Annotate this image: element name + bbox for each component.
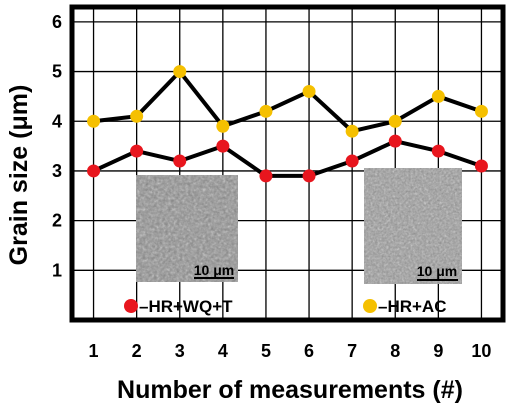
data-point-hr-wq-t-7 [345,154,359,168]
series-line-hr-wq-t [92,139,483,178]
micrograph-hr-ac: 10 μm [364,168,462,284]
scale-bar-label: 10 μm [194,262,234,278]
data-point-hr-wq-t-3 [173,154,187,168]
data-point-hr-ac-10 [474,104,488,118]
x-tick-label-2: 2 [132,341,142,361]
y-tick-label-1: 1 [52,260,62,280]
data-point-hr-ac-2 [130,109,144,123]
series-line-hr-ac [93,69,483,134]
y-tick-label-4: 4 [52,111,62,131]
data-point-hr-ac-1 [87,114,101,128]
data-point-hr-wq-t-6 [302,169,316,183]
x-tick-label-8: 8 [390,341,400,361]
data-point-hr-wq-t-8 [388,134,402,148]
legend-marker-hr-ac [363,299,377,313]
legend-label-hr-wq-t: –HR+WQ+T [139,297,233,316]
series-layer [87,65,488,183]
y-tick-labels: 1 2 3 4 5 6 [52,12,62,280]
data-point-hr-ac-9 [431,89,445,103]
data-point-hr-wq-t-4 [216,139,230,153]
data-point-hr-ac-7 [345,124,359,138]
x-tick-label-3: 3 [175,341,185,361]
data-point-hr-ac-4 [216,119,230,133]
x-tick-label-1: 1 [89,341,99,361]
data-point-hr-wq-t-5 [259,169,273,183]
x-tick-label-9: 9 [433,341,443,361]
x-tick-label-5: 5 [261,341,271,361]
y-tick-label-3: 3 [52,161,62,181]
x-axis-title: Number of measurements (#) [117,376,463,404]
x-tick-label-6: 6 [304,341,314,361]
y-tick-label-5: 5 [52,62,62,82]
x-tick-label-10: 10 [471,341,491,361]
micrograph-hr-wq-t: 10 μm [136,175,238,282]
y-tick-label-6: 6 [52,12,62,32]
y-axis-title: Grain size (μm) [5,85,33,266]
x-tick-labels: 1 2 3 4 5 6 7 8 9 10 [89,341,492,361]
legend: –HR+WQ+T –HR+AC [124,297,447,316]
legend-label-hr-ac: –HR+AC [378,297,447,316]
x-tick-label-4: 4 [218,341,228,361]
data-point-hr-ac-6 [302,84,316,98]
y-tick-label-2: 2 [52,211,62,231]
data-point-hr-ac-8 [388,114,402,128]
legend-marker-hr-wq-t [124,299,138,313]
data-point-hr-wq-t-1 [87,164,101,178]
data-point-hr-wq-t-10 [474,159,488,173]
data-point-hr-ac-3 [173,65,187,79]
data-point-hr-wq-t-2 [130,144,144,158]
data-point-hr-wq-t-9 [431,144,445,158]
data-point-hr-ac-5 [259,104,273,118]
scale-bar-label: 10 μm [417,263,457,279]
x-tick-label-7: 7 [347,341,357,361]
plot-frame [69,4,506,323]
